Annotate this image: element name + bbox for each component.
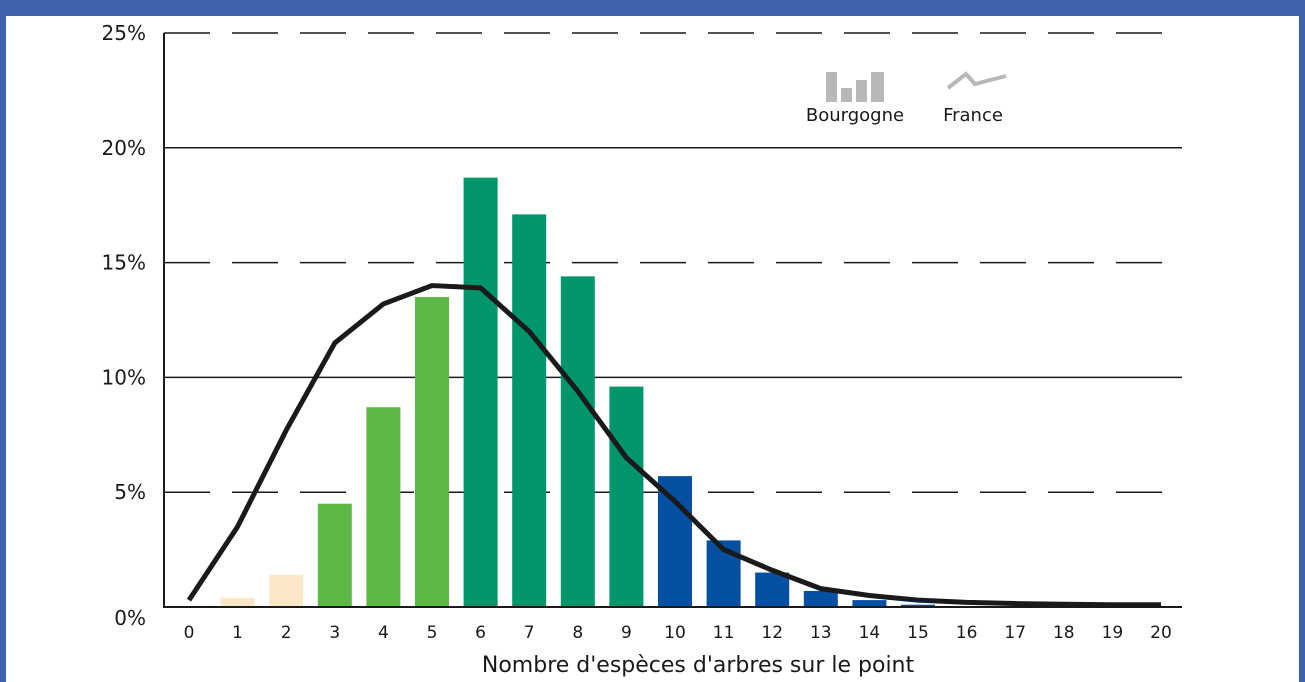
x-tick-label: 17 — [1004, 623, 1026, 643]
bar-bourgogne — [220, 597, 255, 607]
bar-bourgogne — [658, 476, 692, 607]
x-tick-label: 18 — [1053, 623, 1075, 643]
bar-bourgogne — [755, 572, 790, 607]
bar-bourgogne — [609, 386, 644, 607]
x-tick-label: 11 — [713, 623, 735, 643]
series-line-france — [186, 283, 1161, 608]
y-tick-label: 20% — [102, 136, 146, 160]
y-tick-label: 10% — [102, 365, 146, 389]
bar-bourgogne — [803, 590, 838, 607]
x-tick-labels: 0 1 2 3 4 5 6 7 8 9 10 11 12 13 14 15 16 17 18 19 20 — [184, 623, 1172, 643]
x-tick-label: 6 — [475, 623, 486, 643]
y-tick-label: 25% — [102, 21, 146, 45]
legend-label-bourgogne: Bourgogne — [806, 105, 904, 126]
bar-bourgogne — [463, 177, 498, 607]
x-tick-label: 7 — [524, 623, 535, 643]
x-tick-label: 4 — [378, 623, 389, 643]
x-tick-label: 13 — [810, 623, 832, 643]
x-tick-label: 1 — [232, 623, 243, 643]
legend-swatch-france — [946, 71, 1007, 90]
x-tick-label: 20 — [1150, 623, 1172, 643]
y-tick-labels: 0% 5% 10% 15% 20% 25% — [102, 21, 146, 630]
bar-bourgogne — [852, 600, 887, 607]
legend-swatch-bourgogne — [871, 72, 884, 102]
legend-item-france: France — [943, 71, 1007, 126]
legend-label-france: France — [943, 105, 1003, 126]
x-tick-label: 19 — [1102, 623, 1124, 643]
x-tick-label: 15 — [907, 623, 929, 643]
x-tick-label: 14 — [859, 623, 881, 643]
x-tick-label: 12 — [761, 623, 783, 643]
x-tick-label: 8 — [572, 623, 583, 643]
legend-swatch-bourgogne — [826, 72, 837, 102]
x-tick-label: 3 — [329, 623, 340, 643]
y-tick-label: 0% — [114, 606, 146, 630]
bar-bourgogne — [415, 297, 449, 607]
x-tick-label: 5 — [427, 623, 438, 643]
y-tick-label: 15% — [102, 251, 146, 275]
bars-bourgogne — [220, 177, 935, 607]
bar-bourgogne — [512, 214, 547, 607]
legend-swatch-bourgogne — [841, 88, 852, 102]
bar-bourgogne — [317, 503, 352, 607]
x-axis-title: Nombre d'espèces d'arbres sur le point — [482, 653, 915, 678]
axes — [163, 33, 1182, 608]
legend-swatch-bourgogne — [856, 80, 867, 102]
x-tick-label: 9 — [621, 623, 632, 643]
bar-bourgogne — [560, 276, 595, 607]
x-tick-label: 16 — [956, 623, 978, 643]
y-tick-label: 5% — [114, 480, 146, 504]
bar-bourgogne — [901, 604, 935, 607]
legend: Bourgogne France — [806, 71, 1007, 126]
gridlines — [164, 32, 1182, 493]
x-tick-label: 0 — [184, 623, 195, 643]
legend-item-bourgogne: Bourgogne — [806, 72, 904, 126]
x-tick-label: 2 — [281, 623, 292, 643]
x-tick-label: 10 — [664, 623, 686, 643]
bar-bourgogne — [366, 407, 401, 607]
bar-bourgogne — [269, 574, 304, 607]
